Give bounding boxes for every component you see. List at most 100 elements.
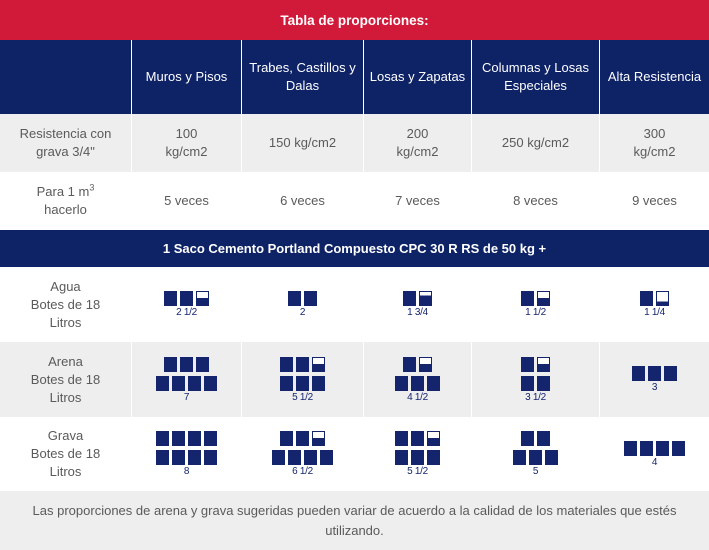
bucket-icon <box>624 440 637 456</box>
agua-cell: 2 <box>242 267 364 342</box>
bucket-icon <box>419 291 432 306</box>
agua-label: Agua Botes de 18 Litros <box>0 267 132 342</box>
header-losas: Losas y Zapatas <box>364 40 472 114</box>
bucket-icon <box>188 450 201 465</box>
bucket-icon <box>312 375 325 391</box>
bucket-group <box>156 431 217 465</box>
bucket-icon <box>521 375 534 391</box>
agua-label-line: Agua <box>50 278 81 294</box>
bucket-icon <box>188 375 201 391</box>
header-alta: Alta Resistencia <box>607 69 702 84</box>
bucket-icon <box>632 366 645 381</box>
bucket-icon <box>188 431 201 446</box>
bucket-icon <box>296 375 309 391</box>
agua-cell: 1 1/4 <box>600 267 709 342</box>
resistencia-row: Resistencia con grava 3/4" 100 kg/cm2 15… <box>0 114 709 172</box>
bucket-group <box>288 291 317 306</box>
bucket-icon <box>288 291 301 306</box>
agua-quantity: 2 <box>299 307 306 318</box>
grava-label-line: Botes de 18 <box>30 446 101 461</box>
bucket-icon <box>672 440 685 456</box>
bucket-icon <box>288 450 301 465</box>
agua-quantity: 1 1/2 <box>525 307 546 318</box>
agua-cell: 2 1/2 <box>132 267 242 342</box>
para-value: 6 veces <box>242 172 364 230</box>
bucket-icon <box>312 356 325 372</box>
bucket-group <box>156 356 217 391</box>
table-title: Tabla de proporciones: <box>0 0 709 40</box>
grava-quantity: 8 <box>183 466 190 477</box>
saco-bar: 1 Saco Cemento Portland Compuesto CPC 30… <box>0 230 709 267</box>
agua-cell: 1 3/4 <box>364 267 472 342</box>
bucket-icon <box>196 291 209 306</box>
bucket-icon <box>521 431 534 446</box>
bucket-icon <box>204 431 217 446</box>
grava-quantity: 5 1/2 <box>407 466 428 477</box>
bucket-icon <box>172 375 185 391</box>
bucket-icon <box>664 366 677 381</box>
bucket-icon <box>521 356 534 372</box>
bucket-icon <box>172 450 185 465</box>
agua-quantity: 2 1/2 <box>176 307 197 318</box>
arena-cell: 3 1/2 <box>472 342 600 417</box>
agua-label-line: Botes de 18 <box>30 296 101 312</box>
arena-cell: 4 1/2 <box>364 342 472 417</box>
arena-label-line: Litros <box>49 389 82 405</box>
resistencia-value: 150 kg/cm2 <box>242 114 364 172</box>
bucket-icon <box>513 450 526 465</box>
footer-note: Las proporciones de arena y grava sugeri… <box>0 491 709 550</box>
agua-cell: 1 1/2 <box>472 267 600 342</box>
para-value: 9 veces <box>632 193 677 208</box>
arena-cell: 5 1/2 <box>242 342 364 417</box>
arena-quantity: 3 1/2 <box>525 391 546 403</box>
bucket-icon <box>196 356 209 372</box>
arena-cell: 7 <box>132 342 242 417</box>
grava-cell: 5 1/2 <box>364 417 472 491</box>
arena-row: Arena Botes de 18 Litros 7 5 1/2 4 1/2 3… <box>0 342 709 417</box>
resistencia-value: 250 kg/cm2 <box>472 114 600 172</box>
para-value: 7 veces <box>364 172 472 230</box>
header-trabes: Trabes, Castillos y Dalas <box>242 40 364 114</box>
arena-label: Arena Botes de 18 Litros <box>0 342 132 417</box>
bucket-icon <box>403 356 416 372</box>
grava-label-line: Grava <box>47 428 84 443</box>
para-label-text: Para 1 m <box>36 184 90 199</box>
grava-cell: 5 <box>472 417 600 491</box>
grava-quantity: 6 1/2 <box>292 466 313 477</box>
bucket-icon <box>427 450 440 465</box>
grava-cell: 4 <box>600 417 709 491</box>
bucket-icon <box>280 375 293 391</box>
bucket-group <box>395 431 440 465</box>
bucket-icon <box>180 356 193 372</box>
bucket-icon <box>656 440 669 456</box>
arena-label-line: Arena <box>48 353 83 369</box>
bucket-icon <box>427 375 440 391</box>
resistencia-value: 100 kg/cm2 <box>132 114 242 172</box>
bucket-icon <box>304 291 317 306</box>
bucket-group <box>624 440 685 456</box>
bucket-icon <box>640 291 653 306</box>
bucket-icon <box>537 291 550 306</box>
bucket-icon <box>403 291 416 306</box>
bucket-icon <box>296 356 309 372</box>
bucket-icon <box>411 450 424 465</box>
bucket-group <box>403 291 432 306</box>
arena-cell: 3 <box>600 342 709 417</box>
bucket-icon <box>204 450 217 465</box>
para-value: 8 veces <box>472 172 600 230</box>
bucket-group <box>513 431 558 465</box>
arena-quantity: 5 1/2 <box>292 391 313 403</box>
arena-label-line: Botes de 18 <box>30 371 101 387</box>
bucket-icon <box>164 291 177 306</box>
header-row: Muros y Pisos Trabes, Castillos y Dalas … <box>0 40 709 114</box>
grava-quantity: 4 <box>651 456 658 468</box>
bucket-icon <box>296 431 309 446</box>
grava-cell: 8 <box>132 417 242 491</box>
bucket-icon <box>521 291 534 306</box>
bucket-icon <box>395 450 408 465</box>
bucket-icon <box>537 431 550 446</box>
arena-quantity: 7 <box>183 391 190 403</box>
bucket-icon <box>180 291 193 306</box>
arena-quantity: 4 1/2 <box>407 391 428 403</box>
bucket-group <box>395 356 440 391</box>
